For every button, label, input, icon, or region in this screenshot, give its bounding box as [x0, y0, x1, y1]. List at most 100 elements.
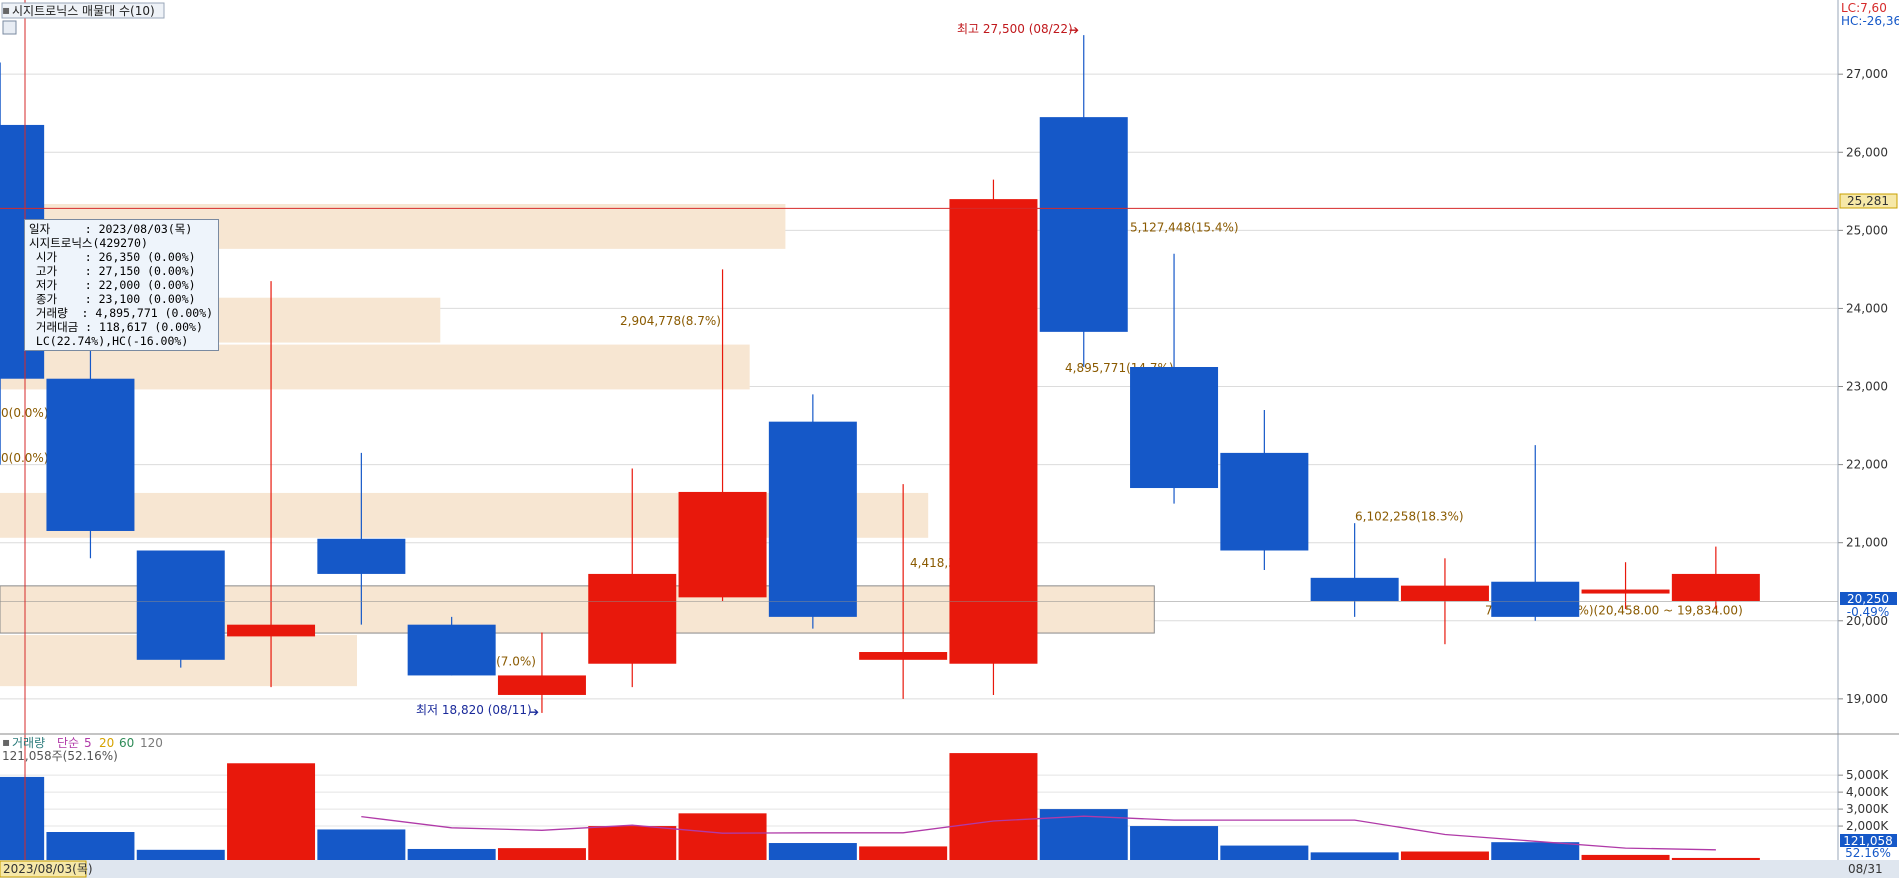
profile-label: 5,127,448(15.4%) [1130, 220, 1239, 234]
date-left-badge [0, 860, 87, 878]
candle-body [678, 491, 767, 598]
volume-bars [0, 753, 1760, 860]
ma-period-120: 120 [140, 736, 163, 750]
candle-body [588, 573, 677, 664]
volume-tick-label: 5,000K [1846, 768, 1889, 782]
ref-price-badge [1839, 193, 1898, 209]
tooltip-line: 저가 : 22,000 (0.00%) [29, 278, 196, 292]
volume-bar [317, 829, 406, 860]
candle-body [1671, 573, 1760, 602]
high-arrow-icon: ➔ [1069, 23, 1079, 37]
data-tooltip: 일자 : 2023/08/03(목) 시지트로닉스(429270) 시가 : 26… [24, 219, 219, 351]
volume-bar [588, 826, 677, 860]
high-label: 최고 27,500 (08/22) [957, 22, 1073, 36]
candles [0, 35, 1760, 713]
volume-bar [46, 832, 135, 860]
date-left-text: 2023/08/03(목) [3, 862, 93, 876]
tooltip-line: 시가 : 26,350 (0.00%) [29, 250, 196, 264]
volume-bar [136, 849, 225, 860]
volume-bar [1310, 852, 1399, 860]
volume-bar [497, 848, 586, 860]
candle-body [497, 675, 586, 695]
volume-bar [768, 843, 857, 860]
candle-body [1310, 577, 1399, 602]
candle-body [1491, 581, 1580, 617]
tooltip-line: 종가 : 23,100 (0.00%) [29, 292, 196, 306]
candle-body [1039, 117, 1128, 332]
volume-bar [859, 846, 948, 860]
volume-bar [1491, 842, 1580, 860]
ma-period-20: 20 [99, 736, 114, 750]
tooltip-line: 거래량 : 4,895,771 (0.00%) [29, 306, 214, 320]
price-tick-label: 23,000 [1846, 380, 1888, 394]
price-tick-label: 22,000 [1846, 458, 1888, 472]
tooltip-line: 시지트로닉스(429270) [29, 236, 148, 250]
volume-bar [407, 848, 496, 860]
candle-body [1220, 452, 1309, 551]
volume-tick-label: 3,000K [1846, 802, 1889, 816]
candle-body [949, 199, 1038, 664]
volume-bar [949, 753, 1038, 860]
profile-label: 6,102,258(18.3%) [1355, 509, 1464, 523]
date-bar [0, 860, 1838, 878]
candle-body [1581, 589, 1670, 594]
volume-tick-label: 2,000K [1846, 819, 1889, 833]
volume-pct-text: 52.16% [1845, 846, 1891, 860]
price-tick-label: 21,000 [1846, 536, 1888, 550]
last-change-text: -0.49% [1847, 605, 1889, 619]
volume-axis: 2,000K 3,000K 4,000K 5,000K [1838, 768, 1889, 833]
ma-label: 단순 [57, 736, 79, 750]
hc-label: HC:-26,36 [1841, 14, 1899, 28]
volume-last-text: 121,058 [1843, 834, 1893, 848]
profile-label: 2,904,778(8.7%) [620, 314, 721, 328]
low-arrow-icon: ➔ [529, 705, 539, 719]
volume-bar [678, 813, 767, 860]
candle-body [768, 421, 857, 617]
price-tick-label: 24,000 [1846, 301, 1888, 315]
candle-body [227, 624, 316, 637]
candle-body [1400, 585, 1489, 602]
candle-body [136, 550, 225, 660]
volume-tick-label: 4,000K [1846, 785, 1889, 799]
volume-bar [1220, 845, 1309, 860]
chart-title: 시지트로닉스 매물대 수(10) [12, 4, 155, 18]
price-tick-label: 27,000 [1846, 67, 1888, 81]
volume-bar [1400, 851, 1489, 860]
candle-body [317, 538, 406, 574]
ma5-line [361, 815, 1716, 851]
volume-bar [227, 763, 316, 860]
price-axis: 19,000 20,000 21,000 22,000 23,000 24,000 25,0… [1838, 67, 1888, 706]
volume-current-value: 121,058주(52.16%) [2, 749, 118, 763]
last-price-badge [1840, 592, 1897, 605]
candle-body [1130, 367, 1219, 489]
price-tick-label: 20,000 [1846, 614, 1888, 628]
low-label: 최저 18,820 (08/11) [416, 703, 532, 717]
ma-period-60: 60 [119, 736, 134, 750]
candle-body [859, 652, 948, 660]
title-marker-icon: ▪ [2, 3, 10, 17]
volume-marker-icon: ▪ [2, 735, 10, 749]
grid-toggle-icon[interactable] [2, 20, 17, 35]
volume-bar [0, 776, 45, 860]
volume-last-badge [1840, 834, 1897, 847]
date-bar-right [1838, 860, 1899, 878]
chart-overlay [0, 0, 1838, 860]
tooltip-line: 일자 : 2023/08/03(목) [29, 222, 193, 236]
candle-body [407, 624, 496, 676]
price-tick-label: 25,000 [1846, 223, 1888, 237]
tooltip-line: LC(22.74%),HC(-16.00%) [29, 334, 189, 348]
date-right-text: 08/31 [1848, 862, 1883, 876]
ref-price-text: 25,281 [1847, 194, 1889, 208]
volume-bar [1130, 826, 1219, 860]
volume-label: 거래량 [12, 736, 45, 750]
tooltip-line: 고가 : 27,150 (0.00%) [29, 264, 196, 278]
volume-ma-lines [361, 815, 1716, 851]
tooltip-line: 거래대금 : 118,617 (0.00%) [29, 320, 203, 334]
candle-body [46, 378, 135, 531]
price-tick-label: 26,000 [1846, 145, 1888, 159]
volume-bar [1581, 854, 1670, 860]
ma-period-5: 5 [84, 736, 92, 750]
lc-label: LC:7,60 [1841, 1, 1887, 15]
